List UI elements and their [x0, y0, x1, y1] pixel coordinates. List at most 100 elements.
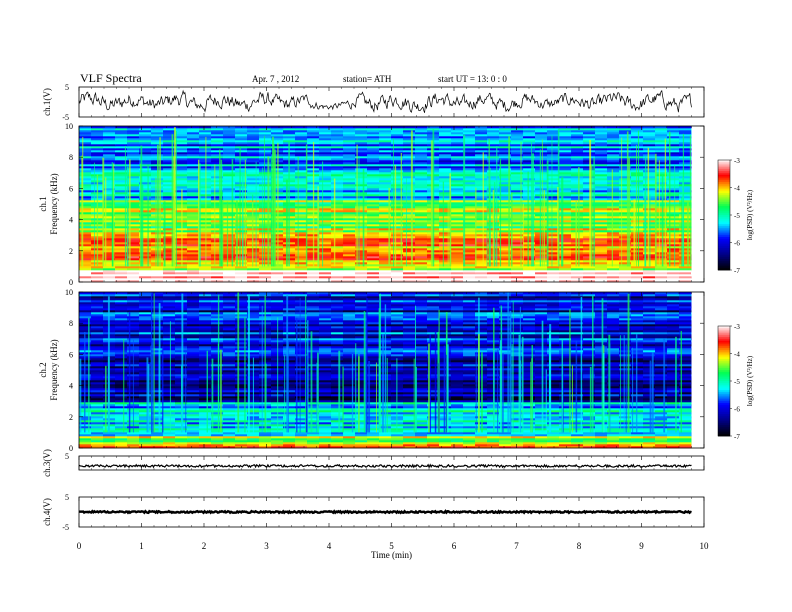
spectro-cell: [163, 438, 176, 441]
spectro-cell: [343, 184, 356, 187]
spectro-cell: [475, 204, 488, 207]
spectro-cell: [607, 436, 620, 439]
spectro-cell: [199, 214, 212, 217]
spectro-cell: [499, 198, 512, 201]
spectro-cell: [655, 182, 668, 185]
spectro-cell: [583, 266, 596, 269]
spectro-cell: [403, 278, 416, 281]
spectro-cell: [499, 126, 512, 129]
spectro-cell: [139, 220, 152, 223]
spectro-cell: [619, 274, 632, 277]
spectro-cell: [115, 252, 128, 255]
spectro-cell: [187, 192, 200, 195]
spectro-cell: [79, 146, 92, 149]
spectro-cell: [355, 144, 368, 147]
spectro-cell: [271, 168, 284, 171]
spectro-cell: [103, 194, 116, 197]
spectro-cell: [235, 244, 248, 247]
spectro-cell: [163, 272, 176, 275]
spectro-cell: [415, 174, 428, 177]
spectro-cell: [439, 148, 452, 151]
spectro-cell: [331, 428, 344, 431]
spectro-cell: [511, 144, 524, 147]
spectro-cell: [691, 158, 692, 161]
spectro-cell: [343, 162, 356, 165]
y-tick-label: -5: [62, 113, 69, 122]
spectro-cell: [163, 234, 176, 237]
spectro-cell: [415, 148, 428, 151]
spectro-cell: [115, 278, 128, 281]
spectro-cell: [439, 436, 452, 439]
spectro-cell: [475, 240, 488, 243]
spectro-cell: [595, 144, 608, 147]
spectro-cell: [415, 158, 428, 161]
spectro-cell: [307, 136, 320, 139]
spectro-cell: [247, 446, 260, 449]
spectro-cell: [115, 154, 128, 157]
spectro-cell: [439, 236, 452, 239]
sferic-streak: [543, 190, 546, 267]
spectro-cell: [679, 208, 692, 211]
spectro-cell: [211, 258, 224, 261]
spectro-cell: [199, 262, 212, 265]
spectro-cell: [187, 168, 200, 171]
spectro-cell: [367, 234, 380, 237]
spectro-cell: [187, 436, 200, 439]
spectro-cell: [619, 432, 632, 435]
spectro-cell: [199, 428, 212, 431]
spectro-cell: [331, 164, 344, 167]
spectro-cell: [199, 172, 212, 175]
spectro-cell: [247, 274, 260, 277]
spectro-cell: [379, 258, 392, 261]
spectro-cell: [139, 174, 152, 177]
spectro-cell: [319, 230, 332, 233]
spectro-cell: [295, 242, 308, 245]
spectro-cell: [439, 196, 452, 199]
spectro-cell: [583, 176, 596, 179]
spectro-cell: [175, 174, 188, 177]
spectro-cell: [103, 248, 116, 251]
spectro-cell: [643, 130, 656, 133]
spectro-cell: [559, 134, 572, 137]
spectro-cell: [79, 142, 92, 145]
spectro-cell: [235, 242, 248, 245]
spectro-cell: [583, 438, 596, 441]
spectro-cell: [103, 168, 116, 171]
spectro-cell: [211, 226, 224, 229]
spectro-cell: [439, 140, 452, 143]
spectro-cell: [571, 438, 584, 441]
spectro-cell: [79, 176, 92, 179]
spectro-cell: [535, 168, 548, 171]
spectro-cell: [367, 250, 380, 253]
spectro-cell: [343, 232, 356, 235]
spectro-cell: [631, 254, 644, 257]
spectro-cell: [547, 220, 560, 223]
spectro-cell: [379, 432, 392, 435]
spectro-cell: [79, 148, 92, 151]
spectro-cell: [235, 160, 248, 163]
spectro-cell: [91, 140, 104, 143]
spectro-cell: [103, 232, 116, 235]
spectro-cell: [223, 152, 236, 155]
spectro-cell: [367, 128, 380, 131]
spectro-cell: [367, 196, 380, 199]
spectro-cell: [511, 256, 524, 259]
station-label: station= ATH: [343, 74, 392, 84]
spectro-cell: [391, 146, 404, 149]
spectro-cell: [559, 138, 572, 141]
spectro-cell: [403, 126, 416, 129]
spectro-cell: [499, 222, 512, 225]
spectro-cell: [79, 188, 92, 191]
spectro-cell: [523, 192, 536, 195]
spectro-cell: [187, 194, 200, 197]
sferic-streak: [633, 199, 636, 267]
spectro-cell: [487, 178, 500, 181]
spectro-cell: [511, 264, 524, 267]
spectro-cell: [355, 246, 368, 249]
spectro-cell: [235, 430, 248, 433]
spectro-cell: [379, 274, 392, 277]
spectro-cell: [523, 202, 536, 205]
spectro-cell: [331, 128, 344, 131]
spectro-cell: [511, 234, 524, 237]
spectro-cell: [235, 440, 248, 443]
